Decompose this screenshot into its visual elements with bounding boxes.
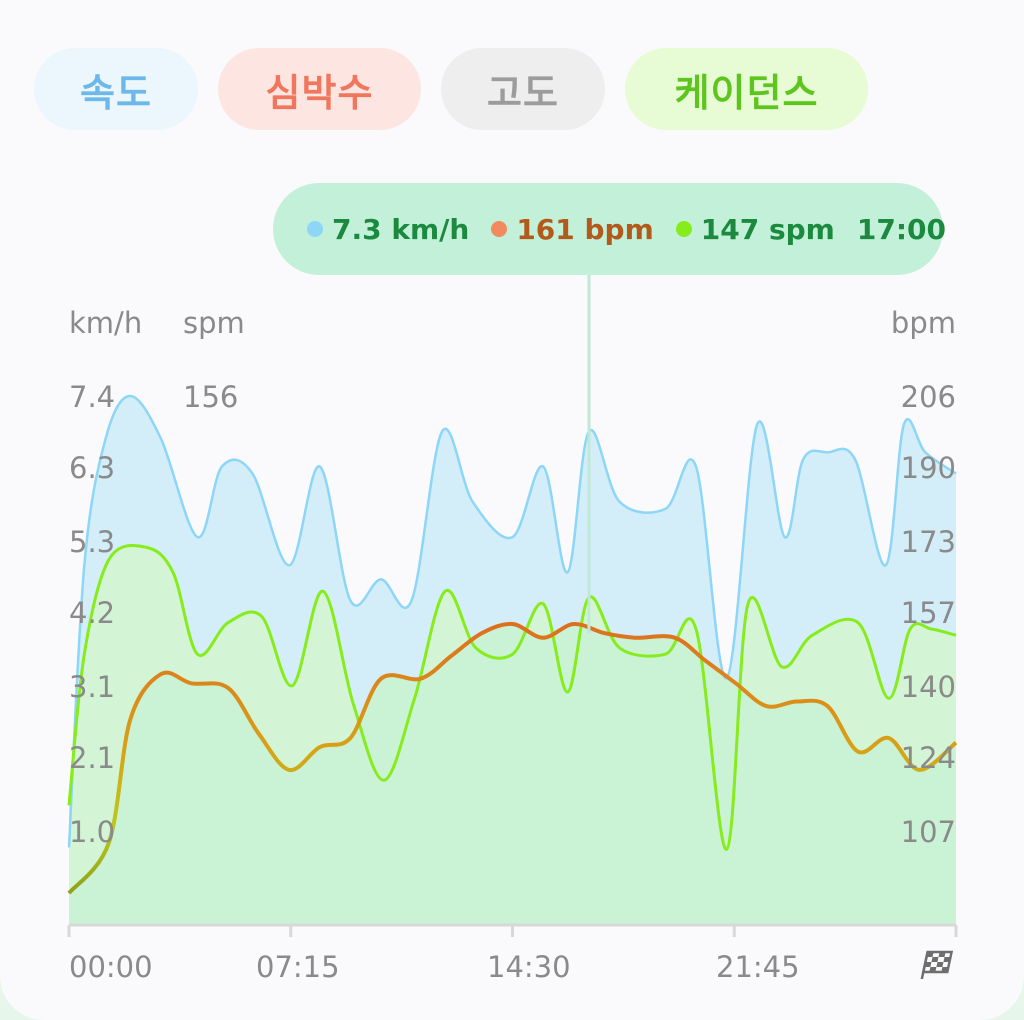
speed-dot-icon bbox=[307, 221, 323, 237]
tab-heart-rate[interactable]: 심박수 bbox=[218, 48, 421, 130]
tooltip-speed-item: 7.3 km/h bbox=[307, 213, 469, 246]
left-axis-unit-speed: km/h bbox=[69, 306, 143, 340]
speed-line bbox=[67, 394, 957, 848]
left-axis-unit-cadence: spm bbox=[183, 306, 245, 340]
heart-rate-dot-icon bbox=[491, 221, 508, 237]
tooltip-hr-item: 161 bpm bbox=[491, 212, 654, 246]
x-tick: 00:00 bbox=[69, 950, 153, 984]
cadence-line bbox=[67, 543, 957, 851]
y-right-tick: 190 bbox=[900, 451, 956, 485]
tooltip-cadence-item: 147 spm bbox=[675, 212, 835, 246]
x-tick: 21:45 bbox=[716, 950, 800, 984]
tooltip-speed: 7.3 km/h bbox=[332, 212, 470, 246]
tab-speed[interactable]: 속도 bbox=[34, 48, 198, 130]
y-left-tick: 3.1 bbox=[69, 670, 116, 704]
tooltip-cadence: 147 spm bbox=[700, 212, 835, 246]
heart-rate-line bbox=[67, 621, 958, 895]
tab-cadence[interactable]: 케이던스 bbox=[625, 48, 868, 130]
right-axis-unit-bpm: bpm bbox=[890, 306, 956, 340]
y-left-tick: 4.2 bbox=[69, 596, 116, 630]
tooltip-time: 17:00 bbox=[856, 212, 947, 246]
chart-tooltip: 7.3 km/h 161 bpm 147 spm 17:00 bbox=[273, 183, 947, 275]
y-left-tick: 2.1 bbox=[69, 741, 116, 775]
cadence-dot-icon bbox=[675, 221, 692, 237]
y-right-tick: 124 bbox=[900, 741, 956, 775]
x-tick: 14:30 bbox=[487, 950, 571, 984]
checkered-flag-icon bbox=[920, 950, 954, 979]
tab-altitude[interactable]: 고도 bbox=[441, 48, 605, 130]
y-right-tick: 157 bbox=[900, 596, 956, 630]
y-left-tick: 7.4 bbox=[69, 380, 116, 414]
base-area bbox=[69, 545, 956, 925]
y-right-tick: 173 bbox=[900, 525, 956, 559]
x-tick: 07:15 bbox=[256, 950, 340, 984]
y-left-tick: 5.3 bbox=[69, 525, 116, 559]
tooltip-heart-rate: 161 bpm bbox=[516, 212, 654, 246]
y-left-tick: 1.0 bbox=[69, 815, 116, 849]
y-right-tick: 107 bbox=[900, 815, 956, 849]
y-right-tick: 206 bbox=[900, 380, 956, 414]
y-left2-tick: 156 bbox=[183, 380, 239, 414]
y-left-tick: 6.3 bbox=[69, 451, 116, 485]
y-right-tick: 140 bbox=[900, 670, 956, 704]
